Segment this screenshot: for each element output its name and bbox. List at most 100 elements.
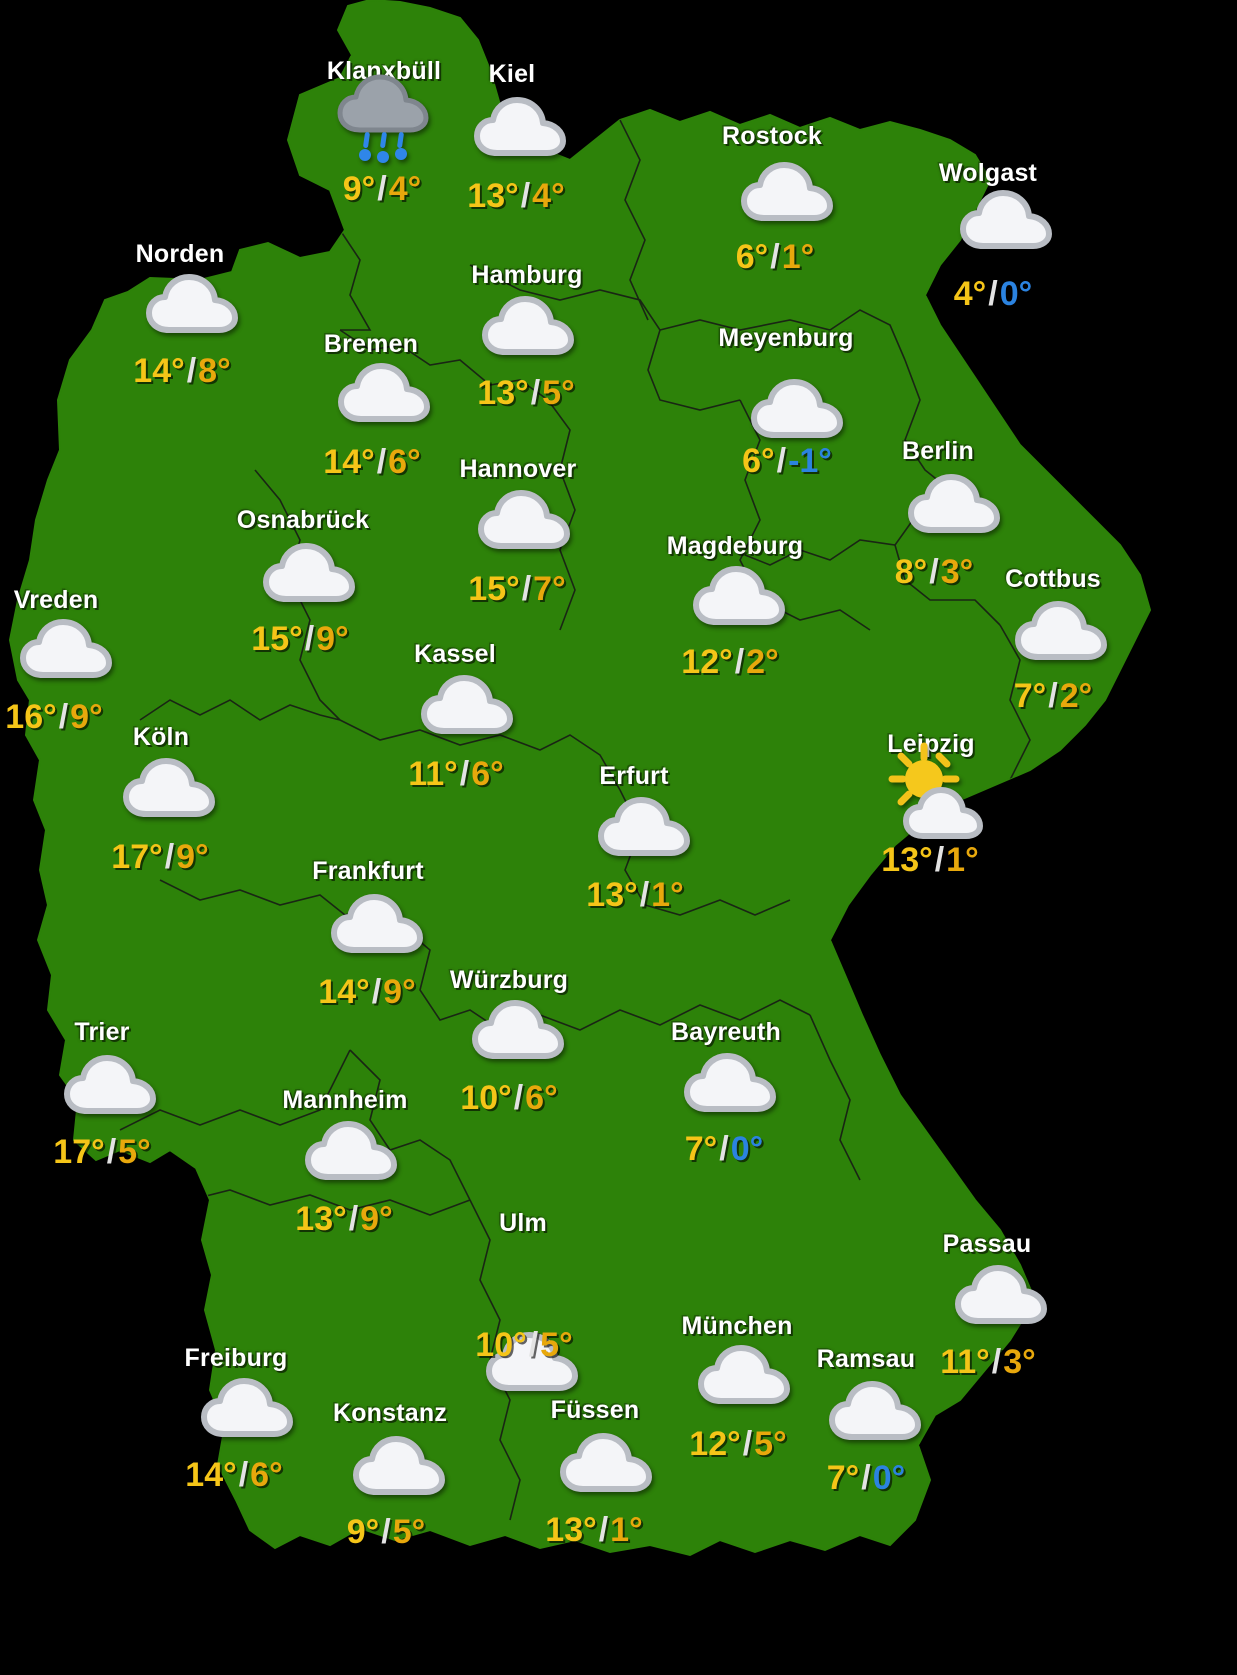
temperature-high: 11°: [408, 755, 458, 793]
temperature-separator: /: [164, 838, 175, 876]
cloud-icon: [828, 1379, 924, 1445]
temperature-low: 6°: [250, 1456, 283, 1494]
cloud-icon: [304, 1119, 400, 1185]
city-label: Erfurt: [599, 762, 669, 790]
temperature-readout: 12°/2°: [681, 643, 778, 682]
city-label: München: [681, 1312, 793, 1340]
temperature-high: 10°: [460, 1079, 512, 1117]
temperature-readout: 8°/3°: [895, 553, 973, 592]
temperature-low: 7°: [533, 570, 566, 608]
temperature-readout: 12°/5°: [689, 1425, 786, 1464]
temperature-high: 10°: [475, 1326, 527, 1364]
temperature-low: 5°: [540, 1326, 573, 1364]
temperature-readout: 13°/9°: [295, 1200, 392, 1239]
cloud-icon: [597, 795, 693, 861]
temperature-high: 8°: [894, 553, 928, 591]
temperature-separator: /: [528, 1326, 539, 1364]
city-label: Bayreuth: [671, 1018, 781, 1046]
cloud-icon: [145, 272, 241, 338]
rain-cloud-icon: [334, 74, 434, 166]
city-label: Meyenburg: [718, 324, 854, 352]
cloud-icon: [471, 998, 567, 1064]
temperature-high: 9°: [342, 170, 376, 208]
city-label: Kassel: [414, 640, 496, 668]
temperature-separator: /: [513, 1079, 524, 1117]
city-label: Kiel: [488, 60, 536, 88]
temperature-low: 0°: [730, 1130, 764, 1168]
city-label: Rostock: [721, 122, 823, 150]
temperature-low: 4°: [532, 177, 565, 215]
temperature-high: 14°: [185, 1456, 237, 1494]
city-label: Ramsau: [816, 1345, 916, 1373]
temperature-separator: /: [776, 442, 787, 480]
temperature-separator: /: [459, 755, 470, 793]
temperature-separator: /: [521, 570, 532, 608]
city-label: Konstanz: [332, 1399, 448, 1427]
cloud-icon: [740, 160, 836, 226]
temperature-separator: /: [719, 1130, 729, 1168]
cloud-icon: [954, 1263, 1050, 1329]
temperature-low: 6°: [388, 443, 421, 481]
cloud-icon: [959, 188, 1055, 254]
temperature-readout: 11°/3°: [940, 1343, 1036, 1382]
cloud-icon: [352, 1434, 448, 1500]
temperature-low: 5°: [542, 374, 575, 412]
temperature-low: 4°: [388, 170, 422, 208]
temperature-low: 3°: [940, 553, 974, 591]
temperature-readout: 14°/6°: [185, 1456, 282, 1495]
temperature-readout: 7°/0°: [685, 1130, 763, 1169]
temperature-low: 9°: [360, 1200, 393, 1238]
temperature-high: 4°: [953, 275, 987, 313]
temperature-readout: 15°/7°: [468, 570, 565, 609]
temperature-separator: /: [371, 973, 382, 1011]
city-label: Berlin: [901, 437, 975, 465]
temperature-low: 1°: [610, 1511, 643, 1549]
temperature-high: 7°: [684, 1130, 718, 1168]
cloud-icon: [477, 488, 573, 554]
city-label: Hannover: [459, 455, 577, 483]
temperature-readout: 10°/6°: [460, 1079, 557, 1118]
city-label: Bremen: [323, 330, 419, 358]
cloud-icon: [485, 1330, 581, 1396]
temperature-low: 5°: [392, 1513, 426, 1551]
city-label: Cottbus: [1005, 565, 1101, 593]
temperature-low: -1°: [788, 442, 832, 480]
temperature-high: 13°: [295, 1200, 347, 1238]
city-label: Köln: [132, 723, 190, 751]
temperature-low: 1°: [781, 238, 815, 276]
temperature-separator: /: [934, 841, 945, 879]
temperature-separator: /: [348, 1200, 359, 1238]
temperature-high: 6°: [735, 238, 769, 276]
temperature-separator: /: [598, 1511, 609, 1549]
temperature-high: 13°: [586, 876, 638, 914]
temperature-readout: 7°/2°: [1014, 677, 1092, 716]
temperature-readout: 6°/-1°: [742, 442, 832, 481]
cloud-icon: [337, 361, 433, 427]
cloud-icon: [697, 1343, 793, 1409]
temperature-separator: /: [742, 1425, 753, 1463]
temperature-separator: /: [861, 1459, 871, 1497]
temperature-high: 15°: [251, 620, 303, 658]
city-label: Magdeburg: [666, 532, 804, 560]
temperature-high: 9°: [346, 1513, 380, 1551]
cloud-icon: [200, 1376, 296, 1442]
cloud-icon: [19, 617, 115, 683]
cloud-icon: [63, 1053, 159, 1119]
temperature-high: 11°: [940, 1343, 990, 1381]
temperature-separator: /: [639, 876, 650, 914]
temperature-low: 9°: [316, 620, 349, 658]
temperature-separator: /: [770, 238, 780, 276]
city-label: Trier: [74, 1018, 130, 1046]
temperature-high: 12°: [689, 1425, 741, 1463]
temperature-readout: 17°/5°: [53, 1133, 150, 1172]
temperature-readout: 6°/1°: [736, 238, 814, 277]
temperature-readout: 15°/9°: [251, 620, 348, 659]
temperature-readout: 10°/5°: [475, 1326, 572, 1365]
temperature-low: 8°: [198, 352, 231, 390]
temperature-separator: /: [238, 1456, 249, 1494]
temperature-readout: 17°/9°: [111, 838, 208, 877]
city-label: Mannheim: [282, 1086, 408, 1114]
cloud-icon: [330, 892, 426, 958]
